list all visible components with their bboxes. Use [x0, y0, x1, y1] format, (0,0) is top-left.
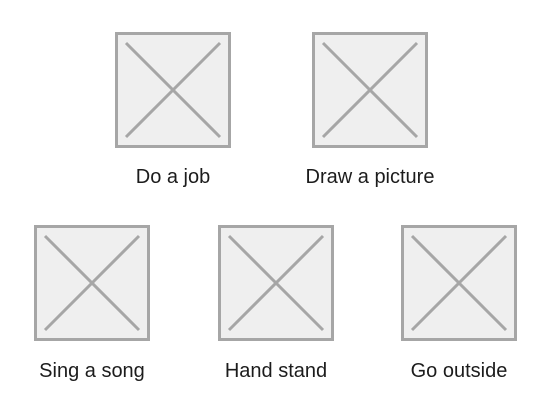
image-placeholder-icon	[410, 234, 508, 332]
activity-label-do-a-job[interactable]: Do a job	[135, 166, 211, 188]
activity-card-go-outside[interactable]	[401, 225, 517, 341]
activity-card-hand-stand[interactable]	[218, 225, 334, 341]
activity-card-draw-a-picture[interactable]	[312, 32, 428, 148]
image-placeholder-icon	[124, 41, 222, 139]
image-placeholder-icon	[321, 41, 419, 139]
activity-label-hand-stand[interactable]: Hand stand	[224, 360, 328, 382]
activity-card-do-a-job[interactable]	[115, 32, 231, 148]
activity-label-draw-a-picture[interactable]: Draw a picture	[305, 166, 435, 188]
image-placeholder-icon	[227, 234, 325, 332]
activity-label-go-outside[interactable]: Go outside	[410, 360, 508, 382]
image-placeholder-icon	[43, 234, 141, 332]
activity-label-sing-a-song[interactable]: Sing a song	[39, 360, 145, 382]
activity-card-sing-a-song[interactable]	[34, 225, 150, 341]
